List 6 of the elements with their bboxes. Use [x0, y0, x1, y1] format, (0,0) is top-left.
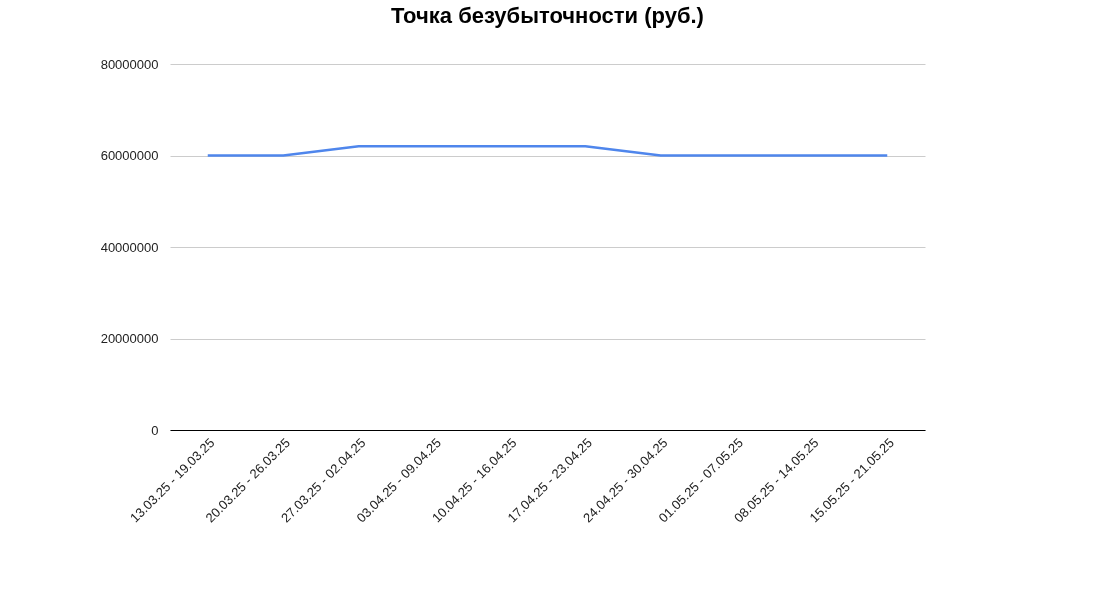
y-tick-label: 80000000 — [100, 56, 159, 72]
y-tick-label: 0 — [151, 422, 159, 438]
y-tick-label: 20000000 — [100, 331, 159, 346]
y-tick-label: 40000000 — [100, 239, 159, 255]
chart-title: Точка безубыточности (руб.) — [391, 3, 704, 28]
y-tick-label: 60000000 — [100, 148, 159, 163]
